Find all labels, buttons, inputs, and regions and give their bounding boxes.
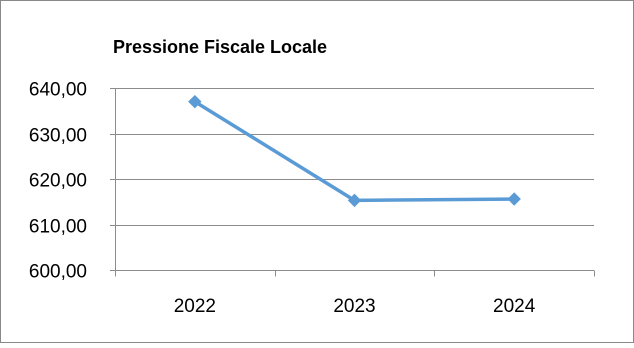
x-tick-label: 2022 [174, 296, 216, 317]
x-tick-label: 2024 [493, 296, 536, 317]
gridlines [115, 88, 594, 226]
series [188, 94, 521, 208]
y-tick-labels: 640,00 630,00 620,00 610,00 600,00 [29, 80, 87, 283]
data-point-marker [507, 192, 521, 206]
data-point-marker [188, 94, 202, 109]
y-tick-label: 600,00 [29, 262, 87, 283]
y-tick-label: 620,00 [29, 171, 87, 192]
y-tick-label: 640,00 [29, 80, 87, 101]
chart-title: Pressione Fiscale Locale [113, 37, 327, 57]
data-point-marker [347, 193, 362, 208]
y-tick-label: 630,00 [29, 126, 87, 147]
y-tick-label: 610,00 [29, 217, 87, 238]
x-tick-label: 2023 [333, 296, 375, 317]
x-tick-labels: 2022 2023 2024 [174, 296, 536, 317]
axes [110, 88, 595, 277]
